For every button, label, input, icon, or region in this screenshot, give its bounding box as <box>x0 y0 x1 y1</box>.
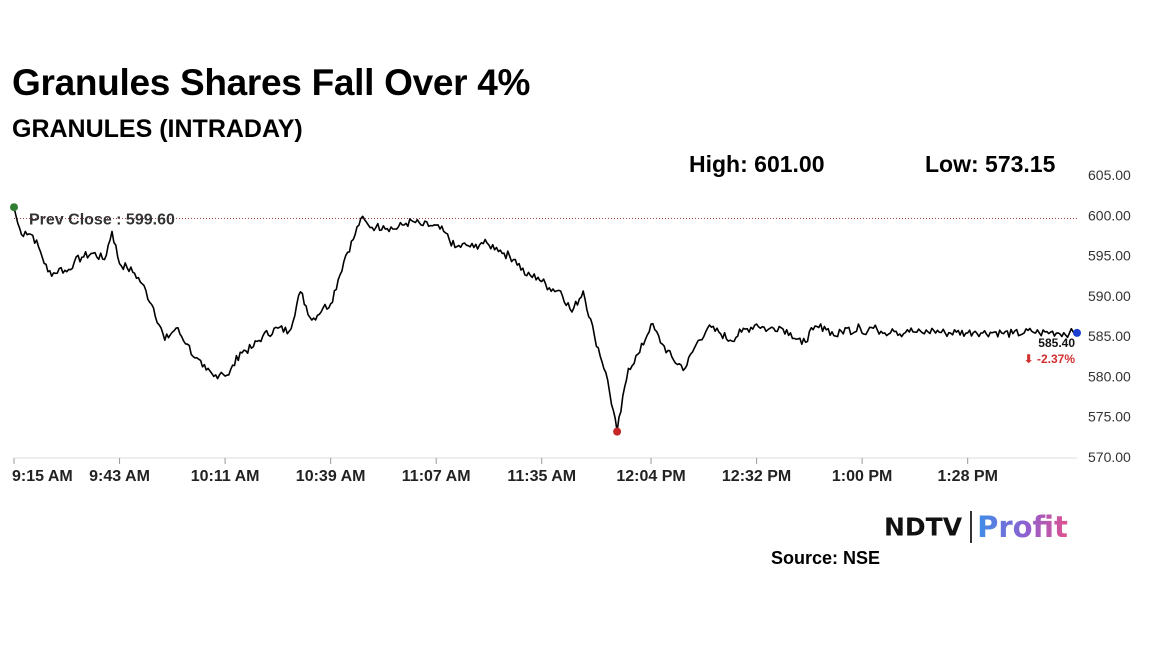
x-tick-label: 9:15 AM <box>12 468 73 485</box>
logo-profit-text: Profit <box>977 510 1068 544</box>
x-tick-label: 12:32 PM <box>722 468 791 485</box>
x-tick-label: 10:39 AM <box>296 468 366 485</box>
y-tick-label: 585.00 <box>1088 328 1131 344</box>
x-tick-label: 10:11 AM <box>191 468 260 485</box>
prev-close-label: Prev Close : 599.60 <box>29 212 175 229</box>
y-tick-label: 600.00 <box>1088 207 1131 223</box>
low-marker <box>613 427 622 436</box>
open-marker <box>10 203 18 212</box>
logo-ndtv-text: NDTV <box>884 512 963 542</box>
x-axis: 9:15 AM 9:43 AM 10:11 AM 10:39 AM 11:07 AM 11… <box>12 457 1077 485</box>
day-high-label: High: 601.00 <box>689 151 825 177</box>
ndtv-profit-logo: NDTV Profit <box>884 510 1068 546</box>
last-price-label: 585.40 <box>1038 336 1075 350</box>
x-tick-label: 9:43 AM <box>89 468 150 485</box>
chart-subtitle: GRANULES (INTRADAY) <box>12 115 303 143</box>
last-price-marker <box>1073 328 1081 337</box>
x-tick-label: 12:04 PM <box>616 468 685 485</box>
y-tick-label: 580.00 <box>1088 368 1131 384</box>
logo-divider <box>970 511 973 543</box>
x-tick-label: 11:35 AM <box>507 468 576 485</box>
y-tick-label: 590.00 <box>1088 288 1131 304</box>
y-axis: 605.00 600.00 595.00 590.00 585.00 580.00 575.… <box>1088 167 1131 465</box>
source-note: Source: NSE <box>771 548 881 568</box>
price-line <box>13 207 1078 433</box>
last-change-label: ⬇ -2.37% <box>1024 352 1076 366</box>
y-tick-label: 605.00 <box>1088 167 1131 183</box>
y-tick-label: 570.00 <box>1088 449 1131 465</box>
y-tick-label: 595.00 <box>1088 248 1131 264</box>
chart-title: Granules Shares Fall Over 4% <box>12 62 531 103</box>
y-tick-label: 575.00 <box>1088 409 1131 425</box>
x-tick-label: 1:28 PM <box>937 468 997 485</box>
day-low-label: Low: 573.15 <box>925 151 1056 177</box>
x-tick-label: 11:07 AM <box>402 468 471 485</box>
x-tick-label: 1:00 PM <box>832 468 892 485</box>
